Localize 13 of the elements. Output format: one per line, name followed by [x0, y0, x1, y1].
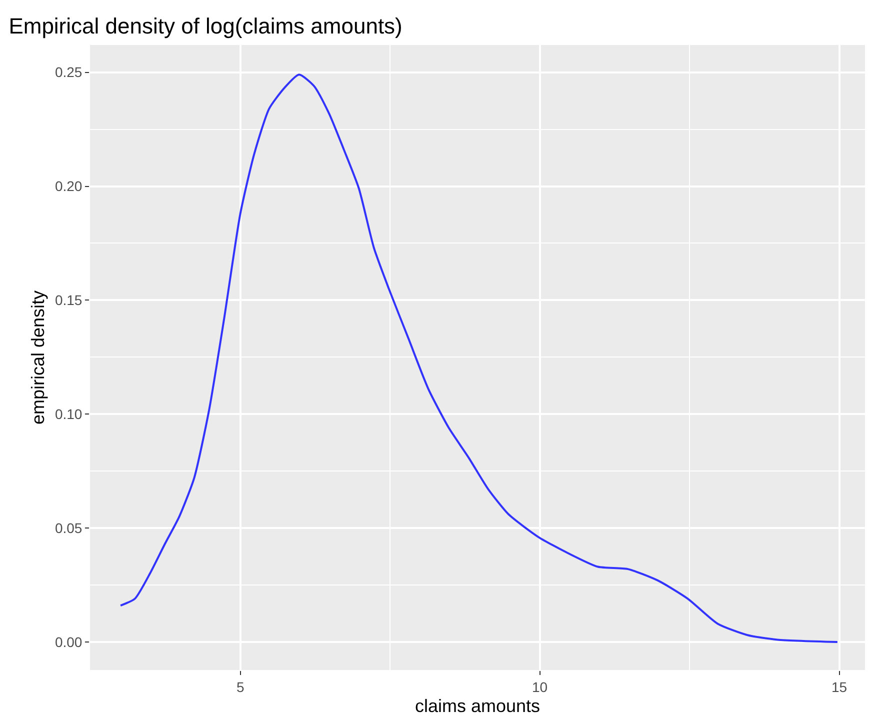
x-tick-label: 10: [532, 678, 548, 695]
x-tick-label: 15: [831, 678, 848, 695]
y-tick-label: 0.25: [54, 64, 82, 80]
y-tick-label: 0.20: [54, 178, 82, 194]
y-axis-title: empirical density: [28, 290, 48, 425]
y-tick-label: 0.10: [54, 406, 82, 422]
line-series: [120, 74, 838, 643]
x-tick-label: 5: [236, 678, 244, 695]
x-axis-title: claims amounts: [414, 696, 540, 716]
chart-title: Empirical density of log(claims amounts): [8, 14, 402, 39]
y-tick-label: 0.05: [54, 520, 82, 536]
y-tick-label: 0.00: [54, 634, 82, 650]
y-tick-label: 0.15: [54, 292, 82, 308]
